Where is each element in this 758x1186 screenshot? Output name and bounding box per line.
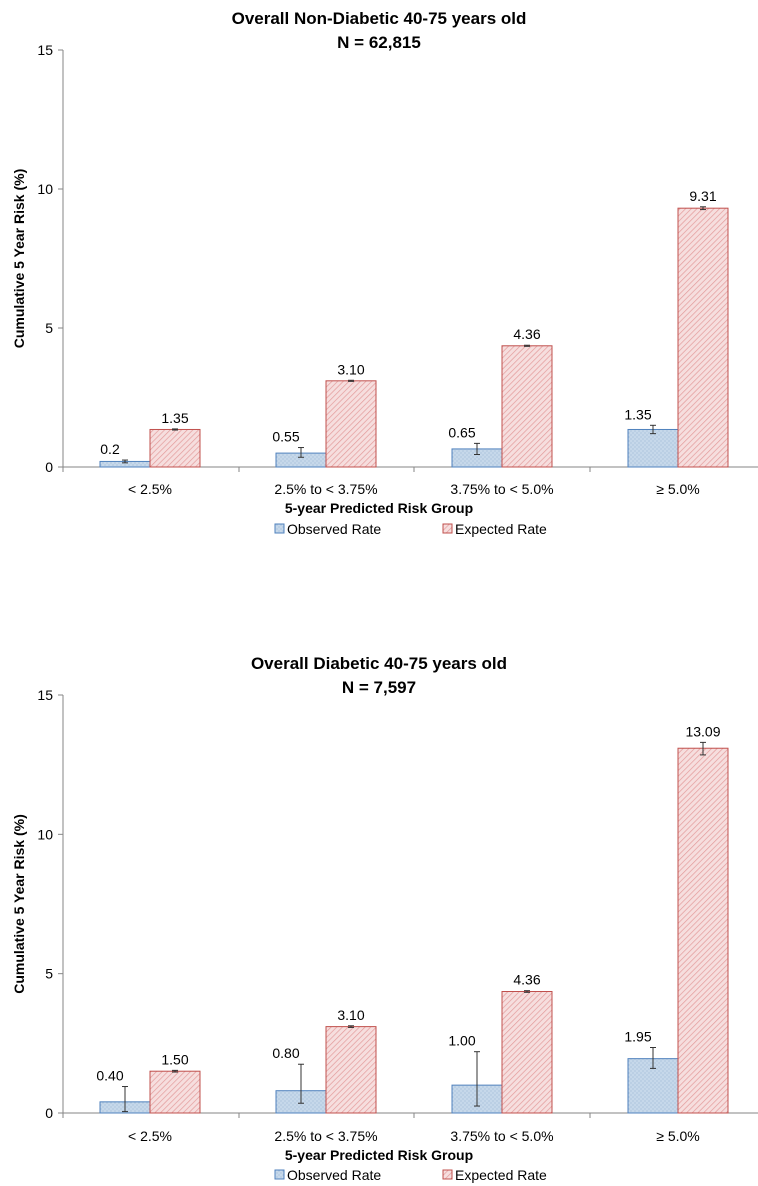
legend-label-expected: Expected Rate [455, 521, 547, 537]
chart-1: Overall Non-Diabetic 40-75 years old N = … [11, 9, 758, 537]
chart-title: Overall Diabetic 40-75 years old [251, 654, 507, 673]
x-axis-label: 5-year Predicted Risk Group [285, 500, 473, 516]
legend-label-observed: Observed Rate [287, 1167, 381, 1183]
expected-bar [325, 1026, 377, 1114]
legend: Observed Rate Expected Rate [274, 521, 547, 537]
legend-swatch-expected [442, 523, 453, 534]
observed-data-label: 0.65 [448, 424, 475, 440]
observed-data-label: 0.2 [100, 441, 120, 457]
observed-data-label: 1.35 [624, 406, 651, 422]
y-tick-label: 0 [45, 459, 53, 475]
x-tick-label: 3.75% to < 5.0% [450, 1128, 553, 1144]
observed-data-label: 0.55 [272, 429, 299, 445]
expected-bar [677, 747, 729, 1114]
x-tick-label: < 2.5% [128, 481, 172, 497]
y-axis-label: Cumulative 5 Year Risk (%) [11, 814, 27, 993]
legend-swatch-expected [442, 1169, 453, 1180]
expected-data-label: 9.31 [689, 188, 716, 204]
y-tick-label: 5 [45, 320, 53, 336]
expected-data-label: 4.36 [513, 326, 540, 342]
chart-2: Overall Diabetic 40-75 years old N = 7,59… [11, 654, 758, 1183]
expected-bar [501, 991, 553, 1114]
y-tick-label: 15 [37, 42, 53, 58]
y-tick-label: 0 [45, 1105, 53, 1121]
y-tick-label: 10 [37, 181, 53, 197]
observed-bar [627, 428, 679, 468]
chart-subtitle: N = 7,597 [342, 678, 416, 697]
observed-data-label: 0.80 [272, 1045, 299, 1061]
expected-bar [149, 1070, 201, 1114]
x-tick-label: < 2.5% [128, 1128, 172, 1144]
legend-label-observed: Observed Rate [287, 521, 381, 537]
x-tick-label: 3.75% to < 5.0% [450, 481, 553, 497]
observed-data-label: 1.00 [448, 1033, 475, 1049]
expected-bar [501, 345, 553, 468]
x-tick-label: 2.5% to < 3.75% [274, 1128, 377, 1144]
y-axis-label: Cumulative 5 Year Risk (%) [11, 169, 27, 348]
legend-swatch-observed [274, 523, 285, 534]
expected-bar [677, 207, 729, 468]
x-tick-label: 2.5% to < 3.75% [274, 481, 377, 497]
expected-data-label: 4.36 [513, 972, 540, 988]
expected-data-label: 1.50 [161, 1051, 188, 1067]
x-axis-label: 5-year Predicted Risk Group [285, 1147, 473, 1163]
legend: Observed Rate Expected Rate [274, 1167, 547, 1183]
x-tick-label: ≥ 5.0% [656, 481, 699, 497]
expected-data-label: 1.35 [161, 410, 188, 426]
expected-data-label: 3.10 [337, 361, 364, 377]
observed-data-label: 0.40 [96, 1068, 123, 1084]
expected-data-label: 13.09 [685, 723, 720, 739]
observed-data-label: 1.95 [624, 1029, 651, 1045]
x-tick-label: ≥ 5.0% [656, 1128, 699, 1144]
expected-data-label: 3.10 [337, 1007, 364, 1023]
chart-title: Overall Non-Diabetic 40-75 years old [232, 9, 527, 28]
y-tick-label: 5 [45, 966, 53, 982]
y-tick-label: 15 [37, 687, 53, 703]
y-tick-label: 10 [37, 826, 53, 842]
legend-label-expected: Expected Rate [455, 1167, 547, 1183]
expected-bar [149, 428, 201, 468]
expected-bar [325, 380, 377, 468]
legend-swatch-observed [274, 1169, 285, 1180]
chart-subtitle: N = 62,815 [337, 33, 421, 52]
